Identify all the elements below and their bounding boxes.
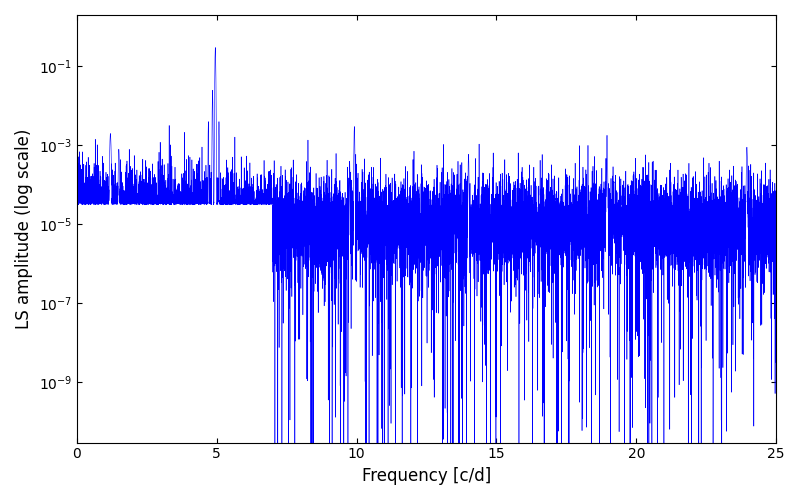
X-axis label: Frequency [c/d]: Frequency [c/d] [362, 467, 491, 485]
Y-axis label: LS amplitude (log scale): LS amplitude (log scale) [15, 128, 33, 329]
